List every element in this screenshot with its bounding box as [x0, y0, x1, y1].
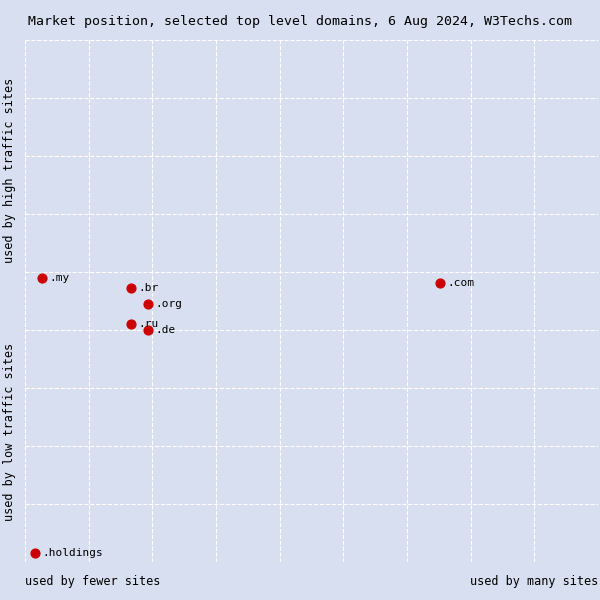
Point	[126, 320, 136, 329]
Text: Market position, selected top level domains, 6 Aug 2024, W3Techs.com: Market position, selected top level doma…	[28, 15, 572, 28]
Point	[31, 548, 40, 557]
Point	[436, 278, 445, 287]
Text: used by low traffic sites: used by low traffic sites	[4, 343, 17, 521]
Text: used by high traffic sites: used by high traffic sites	[4, 78, 17, 263]
Point	[126, 283, 136, 293]
Point	[37, 273, 47, 283]
Text: .holdings: .holdings	[43, 548, 104, 557]
Text: used by fewer sites: used by fewer sites	[25, 575, 160, 589]
Text: .my: .my	[50, 272, 70, 283]
Text: .br: .br	[139, 283, 159, 293]
Point	[143, 325, 153, 335]
Text: .de: .de	[155, 325, 176, 335]
Text: .ru: .ru	[139, 319, 159, 329]
Text: used by many sites: used by many sites	[470, 575, 598, 589]
Text: .org: .org	[155, 299, 182, 308]
Text: .com: .com	[448, 278, 475, 288]
Point	[143, 299, 153, 308]
